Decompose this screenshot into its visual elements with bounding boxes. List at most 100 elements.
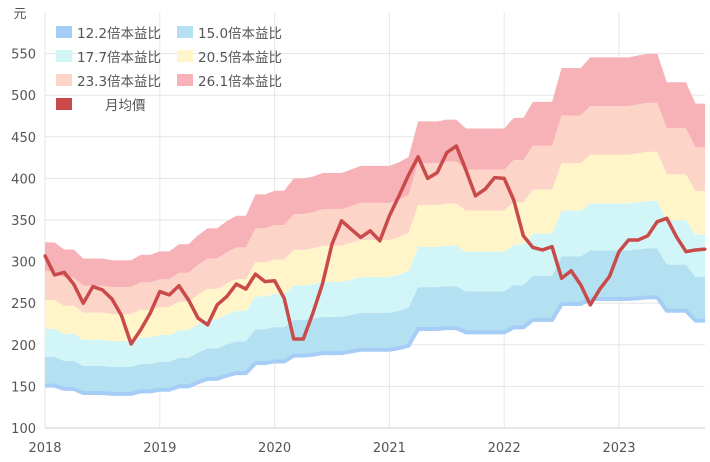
y-tick-label: 450 bbox=[11, 131, 36, 146]
legend-swatch bbox=[177, 74, 193, 86]
price-point bbox=[407, 173, 411, 177]
legend-label: 17.7倍本益比 bbox=[77, 50, 162, 66]
price-point bbox=[72, 282, 76, 286]
price-point bbox=[148, 311, 152, 315]
price-point bbox=[617, 250, 621, 254]
price-point bbox=[91, 285, 95, 289]
price-point bbox=[579, 283, 583, 287]
price-point bbox=[569, 269, 573, 273]
y-tick-label: 150 bbox=[11, 380, 36, 395]
price-point bbox=[416, 155, 420, 159]
legend-item[interactable]: 17.7倍本益比 bbox=[56, 46, 177, 66]
legend-item-price[interactable]: 月均價 bbox=[56, 94, 177, 114]
price-point bbox=[426, 176, 430, 180]
legend-label: 20.5倍本益比 bbox=[198, 50, 283, 66]
price-point bbox=[110, 297, 114, 301]
x-tick-label: 2021 bbox=[373, 441, 406, 456]
legend-swatch bbox=[177, 50, 193, 62]
price-point bbox=[301, 337, 305, 341]
price-point bbox=[292, 337, 296, 341]
legend-label: 月均價 bbox=[105, 98, 146, 114]
price-point bbox=[550, 245, 554, 249]
price-point bbox=[674, 235, 678, 239]
price-line bbox=[43, 144, 706, 346]
y-tick-label: 500 bbox=[11, 89, 36, 104]
price-point bbox=[340, 219, 344, 223]
legend-label: 26.1倍本益比 bbox=[198, 74, 283, 90]
legend-item[interactable]: 20.5倍本益比 bbox=[177, 46, 307, 66]
legend-label: 12.2倍本益比 bbox=[77, 26, 162, 42]
x-tick-label: 2020 bbox=[258, 441, 291, 456]
price-point bbox=[445, 151, 449, 155]
price-point bbox=[349, 227, 353, 231]
price-point bbox=[330, 242, 334, 246]
price-point bbox=[598, 287, 602, 291]
price-point bbox=[627, 238, 631, 242]
price-point bbox=[368, 229, 372, 233]
price-point bbox=[100, 288, 104, 292]
price-point bbox=[502, 176, 506, 180]
price-point bbox=[129, 342, 133, 346]
y-tick-label: 250 bbox=[11, 297, 36, 312]
legend-item[interactable]: 15.0倍本益比 bbox=[177, 22, 307, 42]
price-point bbox=[263, 280, 267, 284]
legend-swatch bbox=[177, 26, 193, 38]
legend-label: 15.0倍本益比 bbox=[198, 26, 283, 42]
legend-swatch bbox=[56, 50, 72, 62]
y-tick-label: 350 bbox=[11, 214, 36, 229]
y-tick-label: 200 bbox=[11, 339, 36, 354]
price-point bbox=[646, 234, 650, 238]
price-point bbox=[521, 234, 525, 238]
x-tick-label: 2023 bbox=[602, 441, 635, 456]
x-tick-label: 2018 bbox=[28, 441, 61, 456]
price-point bbox=[665, 216, 669, 220]
price-point bbox=[273, 279, 277, 283]
price-point bbox=[454, 144, 458, 148]
price-point bbox=[464, 168, 468, 172]
price-point bbox=[311, 311, 315, 315]
x-tick-label: 2022 bbox=[488, 441, 521, 456]
legend-swatch bbox=[56, 26, 72, 38]
legend: 12.2倍本益比 15.0倍本益比 17.7倍本益比 20.5倍本益比 23.3… bbox=[56, 22, 307, 114]
price-point bbox=[531, 245, 535, 249]
price-point bbox=[320, 282, 324, 286]
legend-item[interactable]: 12.2倍本益比 bbox=[56, 22, 177, 42]
price-point bbox=[694, 248, 698, 252]
band-15x bbox=[45, 248, 706, 394]
price-point bbox=[177, 284, 181, 288]
price-point bbox=[684, 250, 688, 254]
price-point bbox=[397, 194, 401, 198]
price-point bbox=[474, 194, 477, 198]
price-point bbox=[435, 171, 439, 175]
price-point bbox=[387, 214, 391, 218]
price-point bbox=[158, 290, 162, 294]
price-point bbox=[43, 254, 47, 258]
price-point bbox=[244, 287, 248, 291]
price-point bbox=[120, 314, 124, 318]
price-point bbox=[483, 187, 487, 191]
price-point bbox=[703, 247, 707, 251]
price-point bbox=[206, 323, 210, 327]
legend-item[interactable]: 23.3倍本益比 bbox=[56, 70, 177, 90]
price-point bbox=[607, 275, 611, 279]
price-point bbox=[493, 176, 497, 180]
price-point bbox=[196, 316, 200, 320]
legend-item[interactable]: 26.1倍本益比 bbox=[177, 70, 307, 90]
price-point bbox=[282, 296, 286, 300]
price-point bbox=[560, 276, 564, 280]
y-tick-label: 550 bbox=[11, 48, 36, 63]
price-point bbox=[359, 235, 363, 239]
price-point bbox=[512, 198, 516, 202]
y-tick-label: 300 bbox=[11, 256, 36, 271]
legend-swatch bbox=[56, 74, 72, 86]
y-axis-unit: 元 bbox=[13, 7, 26, 22]
price-point bbox=[540, 248, 544, 252]
price-point bbox=[215, 303, 219, 307]
band-17.7x bbox=[45, 200, 706, 367]
legend-swatch bbox=[56, 98, 72, 110]
legend-label: 23.3倍本益比 bbox=[77, 74, 162, 90]
band-26.1x bbox=[45, 53, 706, 288]
x-tick-label: 2019 bbox=[143, 441, 176, 456]
